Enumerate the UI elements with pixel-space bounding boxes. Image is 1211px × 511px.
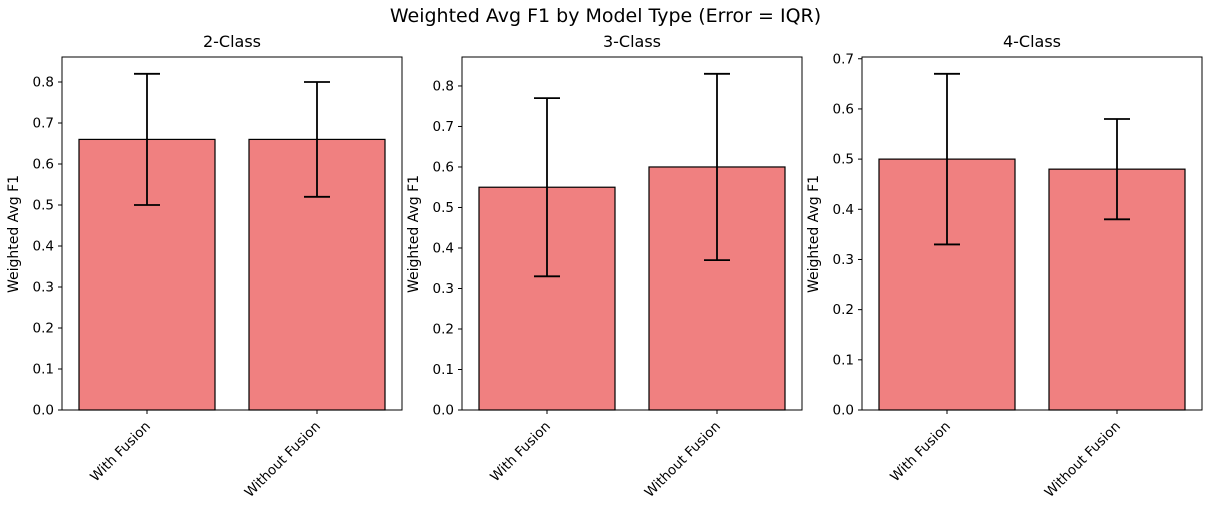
y-tick-label: 0.7 <box>833 51 854 67</box>
x-tick-label: Without Fusion <box>1042 419 1124 501</box>
y-tick-label: 0.3 <box>433 281 454 297</box>
y-tick-label: 0.5 <box>433 200 454 216</box>
axes-frame <box>61 56 403 411</box>
subplot-title-4-class: 4-Class <box>1002 32 1062 51</box>
y-tick-label: 0.0 <box>433 403 454 419</box>
y-tick-label: 0.7 <box>433 119 454 135</box>
y-tick-label: 0.4 <box>833 202 854 218</box>
y-tick-label: 0.5 <box>33 198 54 214</box>
figure-title: Weighted Avg F1 by Model Type (Error = I… <box>389 5 822 27</box>
y-tick-label: 0.1 <box>33 362 54 378</box>
x-tick-label: With Fusion <box>887 419 954 486</box>
x-tick-label: With Fusion <box>487 419 554 486</box>
y-tick-label: 0.2 <box>833 302 854 318</box>
axes-frame <box>861 56 1203 411</box>
subplot-title-3-class: 3-Class <box>602 32 662 51</box>
subplot-title-2-class: 2-Class <box>202 32 262 51</box>
y-tick-label: 0.1 <box>833 352 854 368</box>
y-tick-label: 0.5 <box>833 152 854 168</box>
x-tick-label: With Fusion <box>87 419 154 486</box>
y-tick-label: 0.0 <box>833 403 854 419</box>
axes-frame <box>461 56 803 411</box>
y-tick-label: 0.0 <box>33 403 54 419</box>
y-tick-label: 0.8 <box>433 78 454 94</box>
y-tick-label: 0.6 <box>833 101 854 117</box>
y-tick-label: 0.6 <box>33 157 54 173</box>
y-tick-label: 0.3 <box>833 252 854 268</box>
y-tick-label: 0.4 <box>433 240 454 256</box>
y-tick-label: 0.2 <box>433 321 454 337</box>
x-tick-label: Without Fusion <box>242 419 324 501</box>
y-tick-label: 0.3 <box>33 280 54 296</box>
y-tick-label: 0.1 <box>433 362 454 378</box>
y-tick-label: 0.4 <box>33 239 54 255</box>
y-tick-label: 0.6 <box>433 159 454 175</box>
y-tick-label: 0.2 <box>33 321 54 337</box>
y-tick-label: 0.8 <box>33 75 54 91</box>
y-tick-label: 0.7 <box>33 116 54 132</box>
x-tick-label: Without Fusion <box>642 419 724 501</box>
